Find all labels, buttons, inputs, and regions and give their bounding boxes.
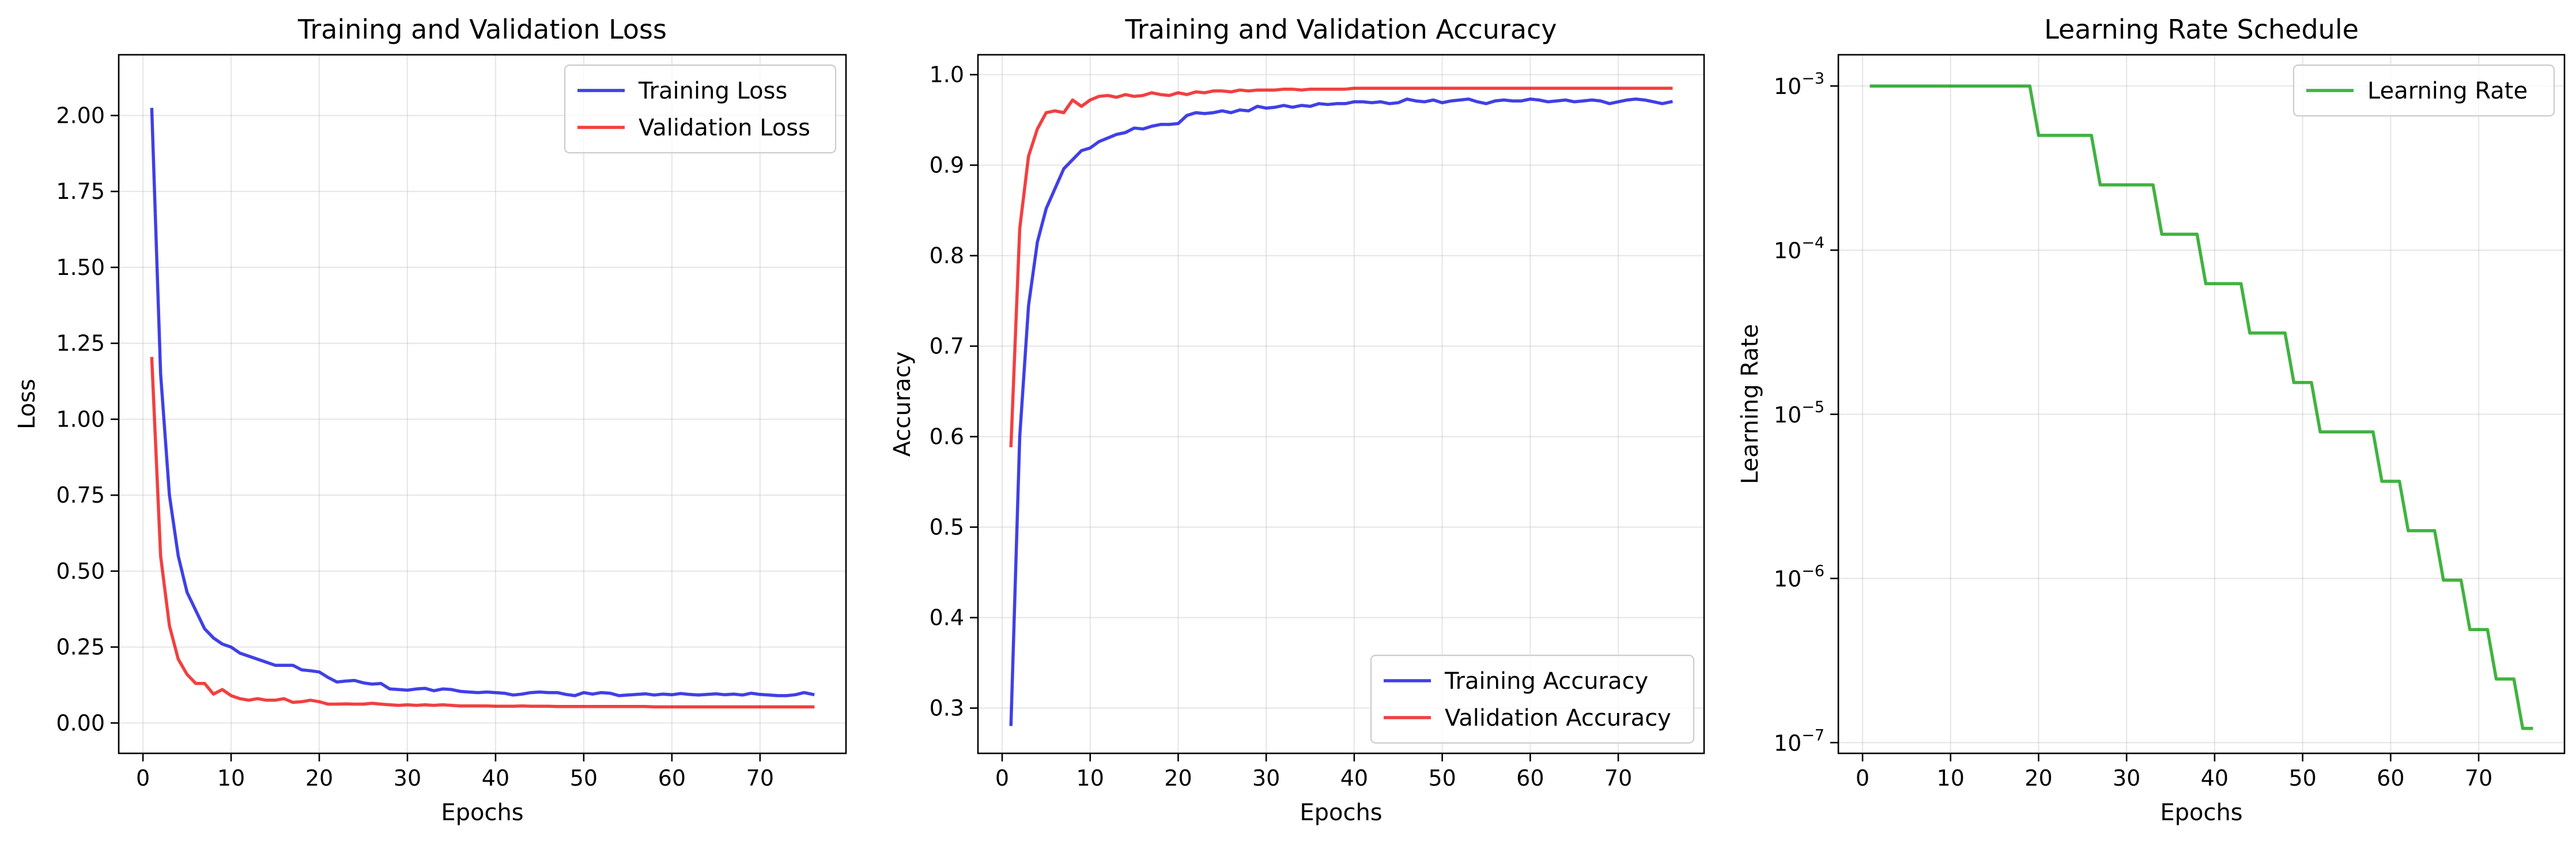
y-tick-label: 0.75 — [56, 482, 105, 508]
x-tick-label: 70 — [1604, 765, 1632, 791]
y-tick-label: 1.0 — [930, 62, 964, 88]
chart-title: Learning Rate Schedule — [2044, 14, 2359, 45]
y-axis-label: Learning Rate — [1737, 324, 1763, 484]
x-tick-label: 0 — [995, 765, 1009, 791]
chart-title: Training and Validation Loss — [297, 14, 667, 45]
x-tick-label: 10 — [217, 765, 245, 791]
y-tick-label: 0.9 — [930, 153, 964, 178]
x-tick-label: 40 — [2201, 765, 2228, 791]
legend: Training Accuracy Validation Accuracy — [1370, 654, 1695, 744]
chart-panel-3: 0 10 20 30 40 50 60 70 10−7 10−6 10−5 10−4 10−3 Learn… — [1737, 14, 2566, 826]
y-axis-label: Loss — [14, 379, 40, 429]
y-tick-label: 10−3 — [1774, 70, 1825, 99]
y-tick-label: 1.75 — [56, 179, 105, 204]
series-line-validation-loss — [150, 357, 815, 709]
x-tick-label: 20 — [1164, 765, 1192, 791]
y-tick-label: 0.8 — [930, 243, 964, 269]
x-tick-label: 50 — [570, 765, 598, 791]
x-tick-label: 50 — [2288, 765, 2316, 791]
x-tick-label: 20 — [2024, 765, 2052, 791]
legend-box — [2292, 64, 2555, 117]
legend-label: Training Accuracy — [1444, 668, 1648, 695]
x-tick-label: 0 — [136, 765, 150, 791]
x-tick-label: 30 — [394, 765, 421, 791]
y-tick-label: 0.00 — [56, 710, 105, 735]
y-tick-label: 10−4 — [1774, 234, 1825, 263]
legend-label: Learning Rate — [2367, 78, 2528, 104]
x-tick-label: 60 — [658, 765, 686, 791]
x-tick-label: 70 — [2465, 765, 2492, 791]
y-tick-label: 0.50 — [56, 559, 105, 584]
x-tick-label: 60 — [1516, 765, 1544, 791]
x-axis-label: Epochs — [2160, 799, 2242, 826]
x-tick-label: 10 — [1937, 765, 1965, 791]
plot-frame — [1837, 54, 2566, 755]
y-tick-label: 0.6 — [930, 424, 964, 450]
legend-box — [1370, 654, 1695, 744]
legend: Learning Rate — [2292, 64, 2555, 117]
y-tick-label: 1.50 — [56, 255, 105, 280]
x-tick-label: 30 — [1252, 765, 1280, 791]
y-tick-label: 10−6 — [1774, 563, 1825, 592]
chart-title: Training and Validation Accuracy — [1124, 14, 1557, 45]
chart-panel-1: 0 10 20 30 40 50 60 70 0.00 0.25 0.50 0.75 1.00 1.25 1… — [14, 14, 847, 826]
x-tick-label: 0 — [1856, 765, 1869, 791]
x-tick-label: 70 — [746, 765, 774, 791]
legend-label: Training Loss — [638, 78, 787, 104]
y-tick-label: 10−5 — [1774, 398, 1825, 428]
y-tick-label: 1.00 — [56, 406, 105, 432]
y-tick-label: 10−7 — [1774, 726, 1825, 756]
x-tick-label: 10 — [1077, 765, 1104, 791]
series-line-validation-accuracy — [1009, 86, 1673, 448]
x-tick-label: 40 — [1340, 765, 1368, 791]
y-tick-label: 0.25 — [56, 635, 105, 660]
y-axis-label: Accuracy — [889, 352, 916, 457]
x-tick-label: 40 — [482, 765, 509, 791]
x-tick-label: 60 — [2377, 765, 2404, 791]
plot-frame — [977, 54, 1705, 755]
series-line-training-loss — [150, 108, 815, 697]
legend: Training Loss Validation Loss — [564, 64, 837, 154]
legend-box — [564, 64, 837, 154]
x-tick-label: 30 — [2113, 765, 2140, 791]
y-tick-label: 2.00 — [56, 103, 105, 128]
x-tick-label: 20 — [305, 765, 333, 791]
x-tick-label: 50 — [1428, 765, 1456, 791]
x-axis-label: Epochs — [1300, 799, 1382, 826]
series-line-training-accuracy — [1009, 97, 1673, 726]
y-tick-label: 1.25 — [56, 331, 105, 356]
series-line-learning-rate — [1869, 84, 2533, 730]
plot-frame — [118, 54, 847, 755]
y-tick-label: 0.3 — [930, 696, 964, 721]
legend-label: Validation Accuracy — [1445, 705, 1671, 731]
x-axis-label: Epochs — [441, 799, 523, 826]
chart-panel-2: 0 10 20 30 40 50 60 70 0.3 0.4 0.5 0.6 0.7 0.8 0.9 1.0 T… — [889, 14, 1705, 826]
y-tick-label: 0.4 — [930, 605, 964, 631]
legend-label: Validation Loss — [639, 115, 810, 141]
y-tick-label: 0.5 — [930, 515, 964, 540]
y-tick-label: 0.7 — [930, 334, 964, 359]
